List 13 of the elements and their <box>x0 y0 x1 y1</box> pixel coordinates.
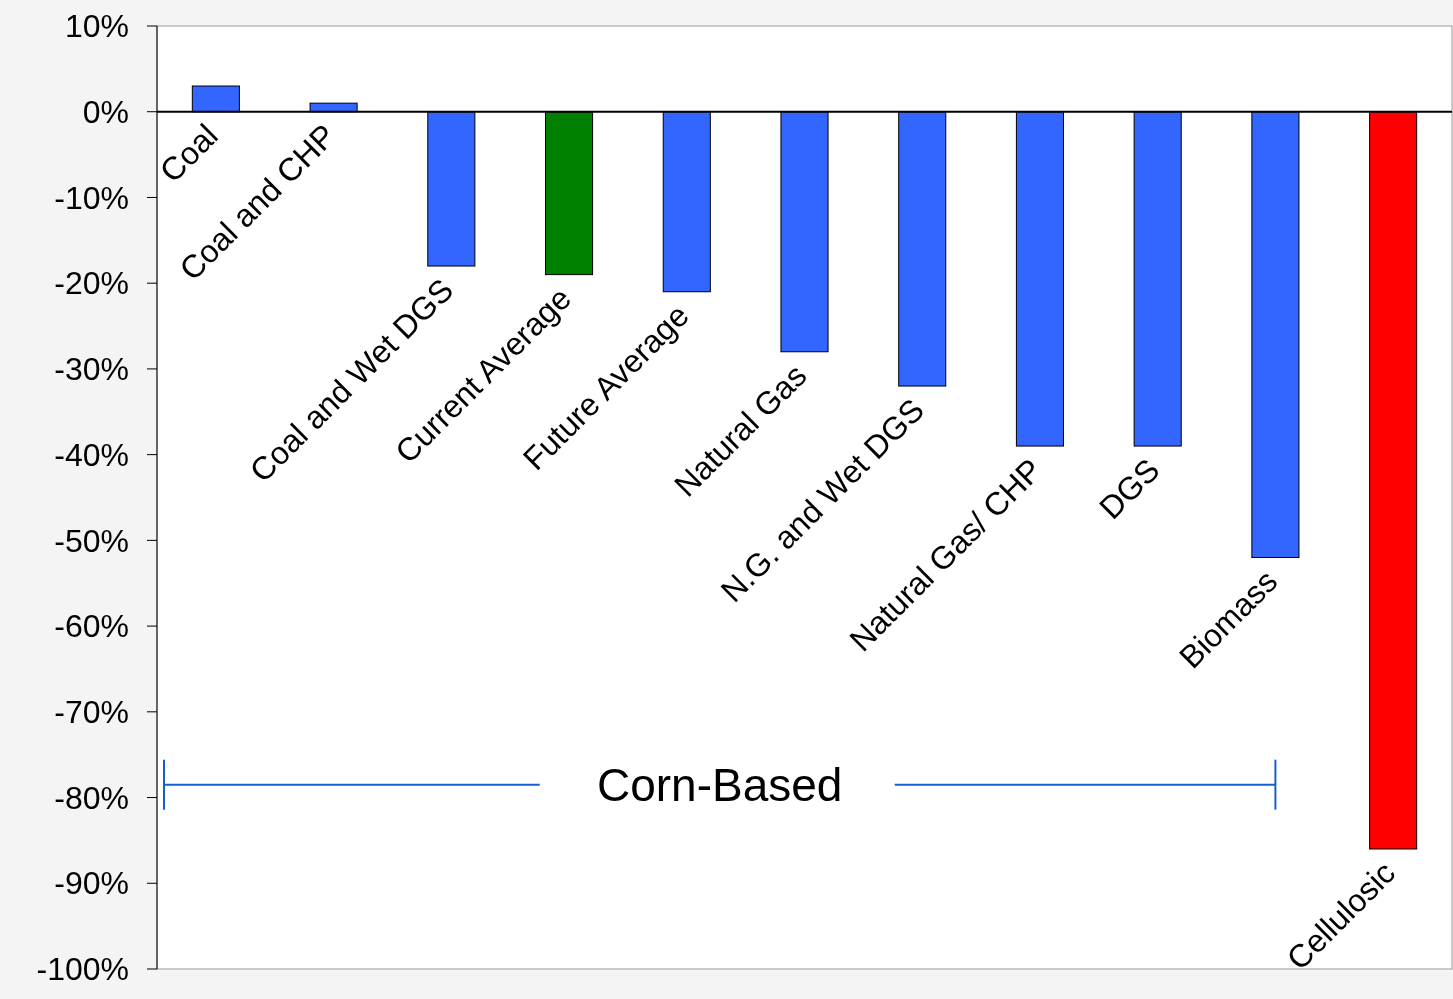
y-tick-label: -100% <box>36 951 129 988</box>
y-tick-label: -60% <box>54 608 129 645</box>
y-tick-label: -90% <box>54 865 129 902</box>
y-tick-label: -10% <box>54 179 129 216</box>
y-tick-label: -30% <box>54 351 129 388</box>
y-tick-label: -20% <box>54 265 129 302</box>
y-tick-label: -80% <box>54 779 129 816</box>
y-tick-label: -50% <box>54 522 129 559</box>
y-tick-label: -40% <box>54 436 129 473</box>
y-tick-label: -70% <box>54 694 129 731</box>
annotation: Corn-Based <box>596 758 843 811</box>
y-tick-label: 0% <box>82 93 129 130</box>
y-tick-label: 10% <box>64 8 129 45</box>
